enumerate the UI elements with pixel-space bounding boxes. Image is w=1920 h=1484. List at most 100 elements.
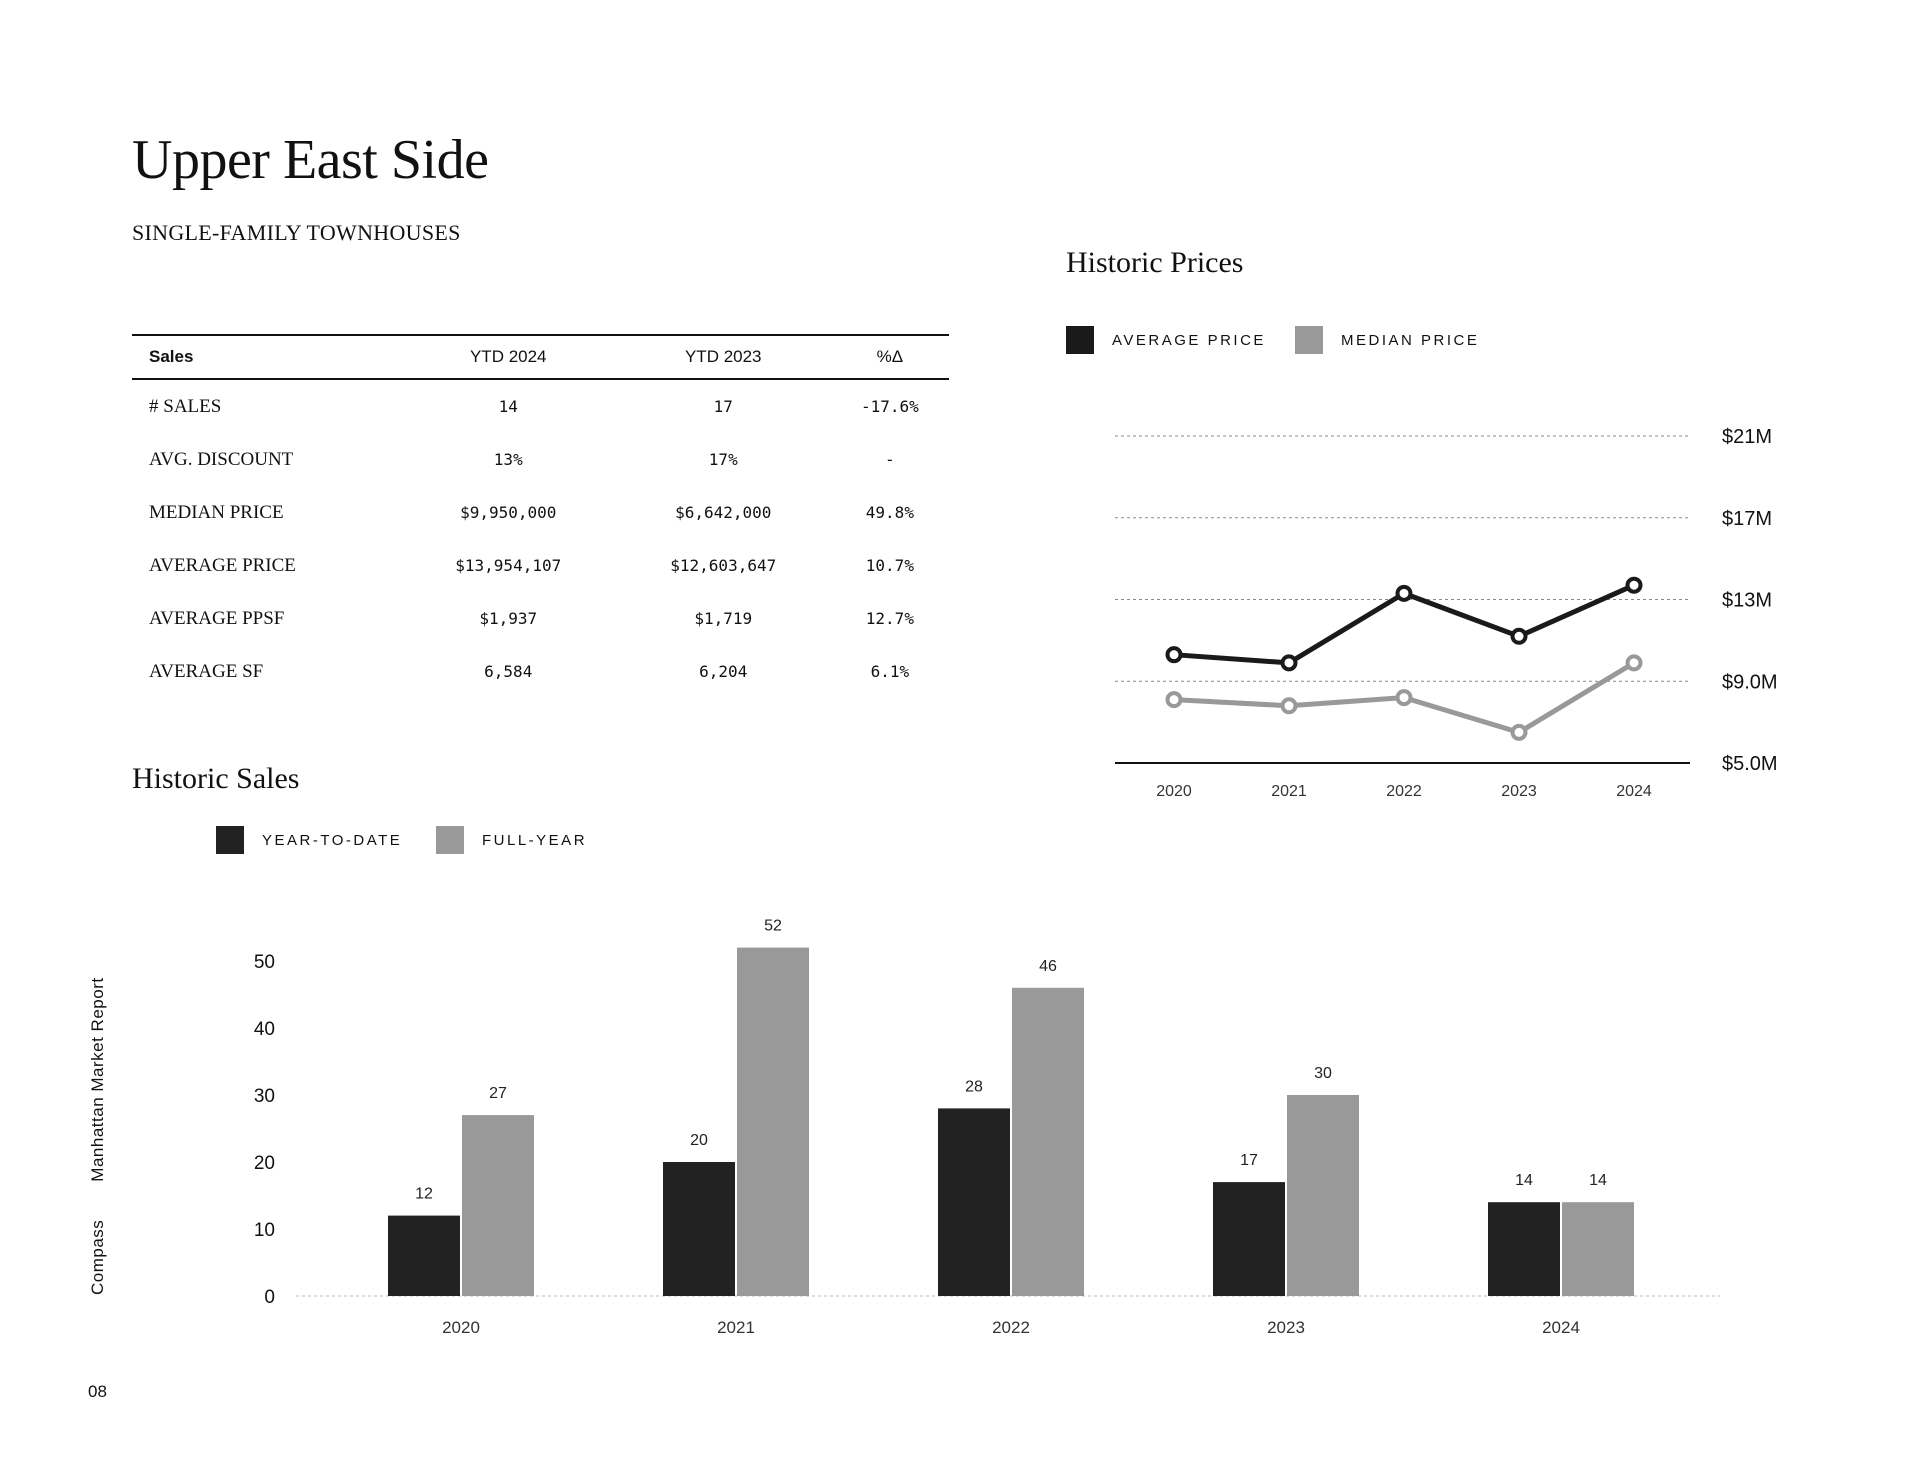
x-tick-label: 2022: [992, 1318, 1030, 1337]
bar: [1562, 1202, 1634, 1296]
table-row: AVERAGE SF 6,584 6,204 6.1%: [132, 645, 949, 698]
legend-median-price: MEDIAN PRICE: [1295, 326, 1479, 354]
historic-prices-chart: $5.0M $9.0M $13M $17M $21M 2020 2021 2022 2023 20…: [1115, 426, 1778, 800]
y-tick-label: $13M: [1722, 590, 1772, 612]
historic-prices-title: Historic Prices: [1066, 246, 1244, 279]
table-row: # SALES 14 17 -17.6%: [132, 379, 949, 433]
y-tick-label: 40: [254, 1019, 275, 1040]
row-label: AVERAGE PRICE: [149, 554, 296, 576]
table-header-row: Sales YTD 2024 YTD 2023 %Δ: [132, 334, 949, 380]
row-pct-change: -17.6%: [860, 397, 919, 416]
table-header-ytd-2023: YTD 2023: [615, 334, 831, 380]
legend-average-price: AVERAGE PRICE: [1066, 326, 1266, 354]
y-tick-label: $17M: [1722, 508, 1772, 530]
historic-sales-chart: 0 10 20 30 40 50 2020 12 27 2021 20 52 2022 28 46 2023 1…: [254, 918, 1720, 1337]
row-value-2023: $12,603,647: [670, 556, 777, 575]
data-label: 12: [415, 1186, 433, 1203]
row-value-2024: $13,954,107: [455, 556, 562, 575]
data-label: 30: [1314, 1065, 1332, 1082]
table-row: AVERAGE PPSF $1,937 $1,719 12.7%: [132, 592, 949, 645]
legend-swatch-average-price: [1066, 326, 1094, 354]
legend-year-to-date: YEAR-TO-DATE: [216, 826, 402, 854]
y-tick-label: 50: [254, 952, 275, 973]
row-value-2024: $9,950,000: [460, 503, 557, 522]
row-pct-change: -: [885, 450, 895, 469]
y-tick-label: 0: [264, 1287, 275, 1308]
bar: [938, 1108, 1010, 1296]
table-row: MEDIAN PRICE $9,950,000 $6,642,000 49.8%: [132, 486, 949, 539]
legend-label-average-price: AVERAGE PRICE: [1112, 331, 1266, 349]
page-number: 08: [88, 1382, 107, 1401]
row-label: AVERAGE PPSF: [149, 607, 285, 629]
bar: [388, 1215, 460, 1296]
data-point: [1395, 689, 1413, 707]
data-point: [1395, 584, 1413, 602]
x-tick-label: 2024: [1616, 783, 1652, 800]
row-value-2023: $6,642,000: [675, 503, 772, 522]
legend-swatch-year-to-date: [216, 826, 244, 854]
row-value-2023: 17: [713, 397, 733, 416]
x-tick-label: 2023: [1501, 783, 1537, 800]
row-value-2024: $1,937: [479, 609, 538, 628]
data-label: 28: [965, 1078, 983, 1095]
y-tick-label: 20: [254, 1153, 275, 1174]
table-header-ytd-2024: YTD 2024: [400, 334, 616, 380]
data-point: [1625, 576, 1643, 594]
row-value-2023: $1,719: [694, 609, 753, 628]
bar: [663, 1162, 735, 1296]
row-label: AVERAGE SF: [149, 660, 264, 682]
data-point: [1165, 691, 1183, 709]
data-label: 17: [1240, 1152, 1258, 1169]
row-value-2023: 6,204: [699, 662, 748, 681]
table-header-sales: Sales: [132, 334, 401, 380]
x-tick-label: 2023: [1267, 1318, 1305, 1337]
bar: [1488, 1202, 1560, 1296]
y-tick-label: $5.0M: [1722, 753, 1778, 775]
table-row: AVERAGE PRICE $13,954,107 $12,603,647 10…: [132, 539, 949, 592]
row-label: AVG. DISCOUNT: [149, 448, 294, 470]
row-pct-change: 12.7%: [865, 609, 914, 628]
y-tick-label: 10: [254, 1220, 275, 1241]
data-label: 52: [764, 918, 782, 935]
brand-name: Compass: [88, 1219, 107, 1295]
legend-swatch-full-year: [436, 826, 464, 854]
data-point: [1510, 723, 1528, 741]
y-tick-label: $9.0M: [1722, 671, 1778, 693]
historic-sales-title: Historic Sales: [132, 762, 300, 795]
row-value-2024: 6,584: [484, 662, 533, 681]
x-tick-label: 2020: [442, 1318, 480, 1337]
report-name: Manhattan Market Report: [88, 977, 107, 1182]
x-tick-label: 2021: [717, 1318, 755, 1337]
side-label: Compass Manhattan Market Report: [88, 939, 108, 1295]
legend-full-year: FULL-YEAR: [436, 826, 587, 854]
table-header-pct-change: %Δ: [830, 334, 949, 380]
x-tick-label: 2024: [1542, 1318, 1580, 1337]
bar: [1213, 1182, 1285, 1296]
row-pct-change: 49.8%: [865, 503, 914, 522]
bar: [1287, 1095, 1359, 1296]
data-label: 46: [1039, 958, 1057, 975]
page-subtitle: SINGLE-FAMILY TOWNHOUSES: [132, 220, 461, 245]
data-point: [1165, 646, 1183, 664]
data-label: 20: [690, 1132, 708, 1149]
x-tick-label: 2020: [1156, 783, 1192, 800]
legend-swatch-median-price: [1295, 326, 1323, 354]
row-pct-change: 6.1%: [870, 662, 910, 681]
data-label: 27: [489, 1085, 507, 1102]
data-point: [1625, 654, 1643, 672]
y-tick-label: 30: [254, 1086, 275, 1107]
y-tick-label: $21M: [1722, 426, 1772, 448]
row-value-2024: 14: [498, 397, 518, 416]
row-label: # SALES: [149, 395, 222, 417]
legend-label-full-year: FULL-YEAR: [482, 831, 588, 849]
bar: [737, 947, 809, 1296]
table-row: AVG. DISCOUNT 13% 17% -: [132, 433, 949, 486]
bar: [1012, 987, 1084, 1296]
legend-label-year-to-date: YEAR-TO-DATE: [262, 831, 403, 849]
x-tick-label: 2021: [1271, 783, 1307, 800]
data-label: 14: [1589, 1172, 1607, 1189]
data-label: 14: [1515, 1172, 1533, 1189]
data-point: [1280, 697, 1298, 715]
row-pct-change: 10.7%: [865, 556, 914, 575]
sales-table: Sales YTD 2024 YTD 2023 %Δ # SALES 14 17…: [132, 334, 949, 698]
